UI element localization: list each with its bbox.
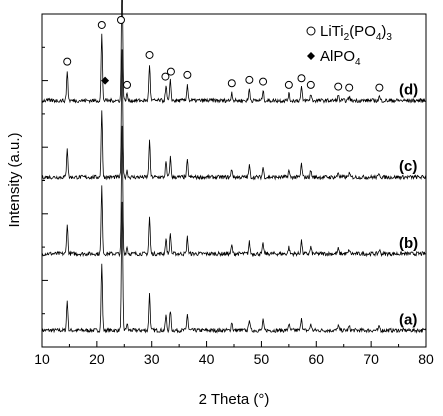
x-tick-label: 60 — [308, 351, 324, 367]
x-tick-label: 70 — [363, 351, 379, 367]
x-tick-label: 30 — [144, 351, 160, 367]
series-label: (a) — [399, 311, 417, 328]
series-label: (b) — [399, 235, 418, 252]
phase-diamond-marker — [101, 76, 110, 85]
legend-circle-icon — [306, 26, 316, 36]
x-tick-label: 10 — [34, 351, 50, 367]
series-line — [41, 201, 427, 334]
phase-circle-marker — [345, 83, 354, 92]
x-tick-label: 50 — [254, 351, 270, 367]
x-tick-label: 20 — [89, 351, 105, 367]
legend-diamond-icon — [307, 52, 315, 60]
phase-circle-marker — [306, 80, 315, 89]
phase-circle-marker — [375, 83, 384, 92]
series-label: (c) — [399, 158, 417, 175]
phase-circle-marker — [166, 67, 175, 76]
phase-circle-marker — [161, 72, 170, 81]
series-line — [41, 125, 427, 258]
phase-circle-marker — [116, 16, 125, 24]
phase-circle-marker — [63, 57, 72, 66]
legend-entry-alpo: AlPO4 — [320, 48, 361, 68]
y-axis-ticks — [42, 46, 48, 315]
series-label: (d) — [399, 82, 418, 99]
x-axis-title: 2 Theta (°) — [199, 391, 270, 408]
x-tick-label: 40 — [199, 351, 215, 367]
phase-circle-marker — [259, 77, 268, 86]
phase-circle-marker — [227, 79, 236, 88]
x-axis-ticks: 10 20 30 40 50 60 70 80 — [34, 341, 434, 367]
y-axis-title: Intensity (a.u.) — [6, 132, 23, 227]
marker-layer — [63, 16, 384, 92]
legend-entry-litipo: LiTi2(PO4)3 — [320, 23, 392, 43]
phase-circle-marker — [145, 50, 154, 59]
curve-labels: (a) (b) (c) (d) — [399, 82, 418, 329]
x-tick-label: 80 — [418, 351, 434, 367]
series-line — [41, 49, 427, 181]
phase-circle-marker — [334, 82, 343, 91]
phase-circle-marker — [245, 75, 254, 84]
plot-frame — [41, 13, 427, 348]
series-line — [41, 0, 427, 105]
phase-circle-marker — [97, 20, 106, 29]
series-layer — [41, 0, 427, 334]
phase-circle-marker — [123, 80, 132, 89]
phase-circle-marker — [284, 80, 293, 89]
legend: LiTi2(PO4)3 AlPO4 — [306, 23, 392, 68]
phase-circle-marker — [183, 70, 192, 79]
phase-circle-marker — [297, 74, 306, 83]
